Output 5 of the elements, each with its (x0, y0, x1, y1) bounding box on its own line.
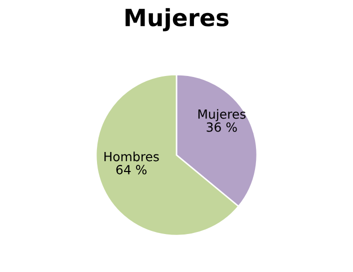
chart-title: Mujeres (126, 8, 228, 32)
data-label: 36 % (206, 122, 237, 132)
data-label: 64 % (116, 164, 147, 174)
slice-label: Hombres (104, 152, 159, 162)
slice-label: Mujeres (198, 109, 246, 122)
